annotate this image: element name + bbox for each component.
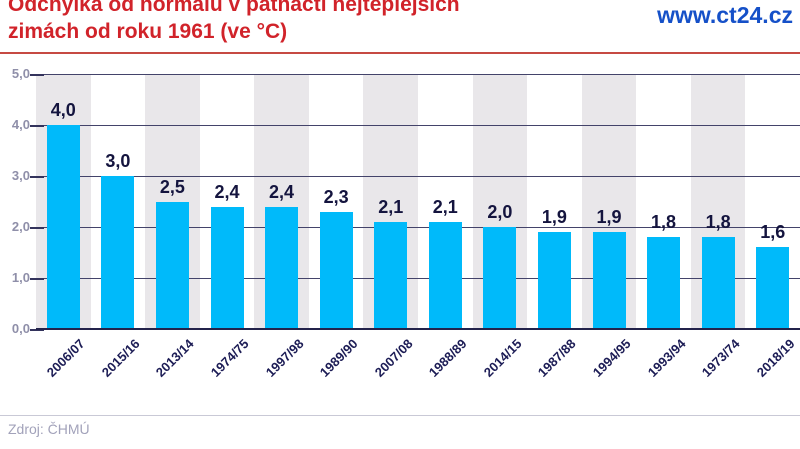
bar-value-label: 1,8	[651, 212, 677, 233]
bar	[374, 221, 408, 329]
x-axis-label: 2014/15	[480, 336, 525, 380]
y-axis-label: 2,0	[11, 219, 30, 234]
y-axis-tick	[30, 125, 44, 127]
y-axis-tick	[30, 329, 44, 331]
y-axis-tick	[30, 278, 44, 280]
bar-value-label: 1,9	[541, 207, 567, 228]
x-axis-baseline	[36, 328, 800, 330]
page-title-line1: Odchylka od normálu v patnácti nejteplej…	[8, 0, 460, 16]
x-axis-label: 1994/95	[589, 336, 634, 380]
bar	[701, 237, 735, 329]
bar-value-label: 2,5	[159, 176, 185, 197]
page-title-line2: zimách od roku 1961 (ve °C)	[8, 20, 288, 43]
bar	[46, 125, 80, 329]
gridline	[36, 176, 800, 177]
title-divider	[0, 52, 800, 54]
bar-value-label: 4,0	[50, 100, 76, 120]
gridline	[36, 125, 800, 126]
bar	[101, 176, 135, 329]
bar-value-label: 2,4	[269, 181, 295, 202]
page-title: Odchylka od normálu v patnácti nejteplej…	[8, 0, 608, 45]
source-label: Zdroj: ČHMÚ	[8, 421, 90, 437]
footer-divider	[0, 415, 800, 416]
x-axis-label: 1988/89	[426, 336, 470, 380]
gridline	[36, 278, 800, 279]
y-axis-label: 4,0	[11, 117, 30, 132]
bar-value-label: 2,3	[323, 186, 349, 207]
bar	[647, 237, 681, 329]
bar-value-label: 2,1	[432, 196, 458, 217]
bar	[592, 232, 626, 329]
bar-value-label: 2,0	[487, 202, 513, 222]
bar	[265, 206, 299, 329]
x-axis-label: 2007/08	[371, 336, 416, 380]
bar	[537, 232, 571, 329]
y-axis-label: 3,0	[11, 168, 30, 183]
bar-value-label: 3,0	[105, 151, 131, 171]
bar-value-label: 1,9	[596, 207, 622, 228]
x-axis-label: 1989/90	[316, 336, 361, 380]
bar-value-label: 1,8	[705, 212, 731, 233]
bar-value-label: 2,4	[214, 181, 240, 202]
bar-chart: 0,0 1,0 2,0 3,0 4,0 5,0 4,0 2006/07 3,0 2015/16 2,…	[11, 66, 800, 380]
x-axis-label: 1973/74	[698, 336, 743, 380]
x-axis-label: 2013/14	[153, 336, 198, 380]
x-axis-label: 1993/94	[644, 336, 689, 380]
x-axis-label: 2015/16	[98, 336, 143, 380]
x-axis-label: 1997/98	[262, 336, 307, 380]
x-axis-label: 1987/88	[535, 336, 580, 380]
bar-value-label: 2,1	[378, 196, 404, 217]
x-axis-label: 2006/07	[44, 336, 88, 380]
bar	[210, 206, 244, 329]
bar	[428, 221, 462, 329]
y-axis-label: 0,0	[11, 321, 30, 336]
y-axis-tick	[30, 74, 44, 76]
bar	[155, 201, 189, 329]
x-axis-label: 2018/19	[753, 336, 798, 380]
y-axis-label: 1,0	[11, 270, 30, 285]
y-axis-tick	[30, 176, 44, 178]
gridline	[36, 227, 800, 228]
y-axis-label: 5,0	[11, 66, 30, 81]
y-axis-tick	[30, 227, 44, 229]
bar	[319, 211, 353, 329]
gridline	[36, 74, 800, 75]
bar-value-label: 1,6	[760, 222, 786, 243]
website-link[interactable]: www.ct24.cz	[657, 2, 793, 28]
x-axis-label: 1974/75	[207, 336, 252, 380]
bar	[756, 247, 790, 329]
bar	[483, 227, 517, 329]
